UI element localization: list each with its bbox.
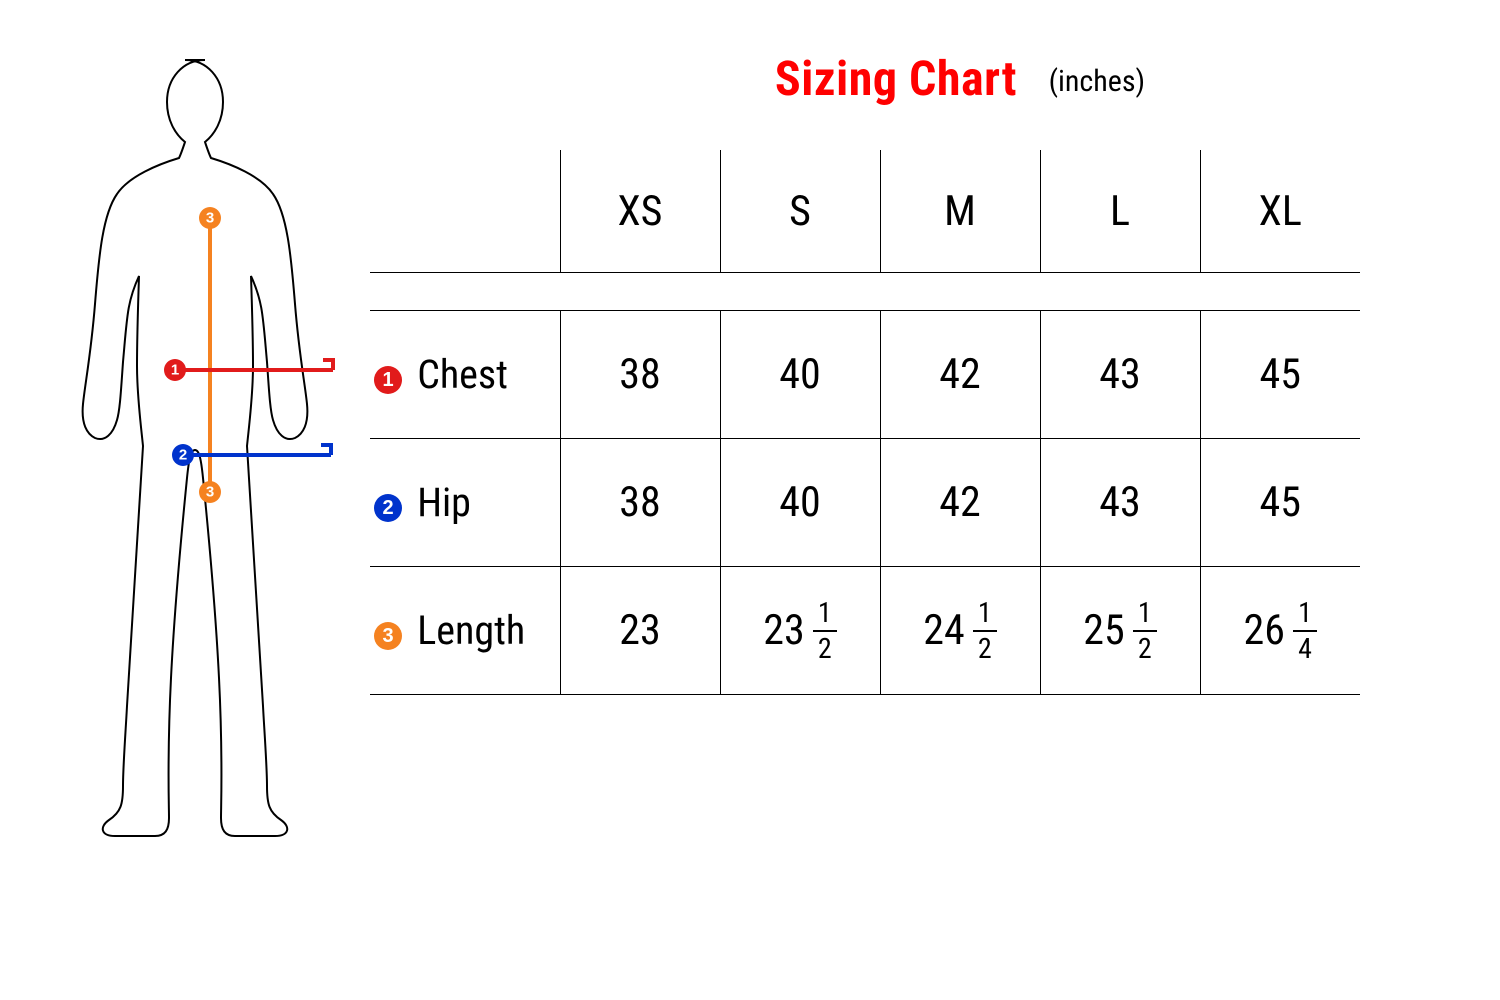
header-l: L: [1040, 150, 1200, 273]
title-text: Sizing Chart: [775, 50, 1017, 107]
header-xs: XS: [560, 150, 720, 273]
header-s: S: [720, 150, 880, 273]
chest-marker-icon: 1: [374, 366, 402, 394]
chest-label: Chest: [417, 351, 508, 398]
length-m: 2412: [880, 567, 1040, 695]
length-l: 2512: [1040, 567, 1200, 695]
hip-marker-icon: 2: [374, 494, 402, 522]
chest-line: [175, 360, 333, 370]
length-label: Length: [417, 607, 525, 654]
hip-l: 43: [1040, 439, 1200, 567]
chest-xs: 38: [560, 311, 720, 439]
length-dot-top-num: 3: [206, 210, 214, 227]
length-dot-bot-num: 3: [206, 484, 214, 501]
row-chest: 1 Chest 38 40 42 43 45: [370, 311, 1360, 439]
body-figure: 1 2 3 3: [55, 40, 355, 940]
hip-label: Hip: [417, 479, 471, 526]
hip-xs: 38: [560, 439, 720, 567]
chest-l: 43: [1040, 311, 1200, 439]
length-marker-icon: 3: [374, 622, 402, 650]
row-hip: 2 Hip 38 40 42 43 45: [370, 439, 1360, 567]
chest-xl: 45: [1200, 311, 1360, 439]
chest-s: 40: [720, 311, 880, 439]
hip-xl: 45: [1200, 439, 1360, 567]
hip-m: 42: [880, 439, 1040, 567]
title: Sizing Chart (inches): [560, 50, 1360, 130]
hip-s: 40: [720, 439, 880, 567]
length-xl: 2614: [1200, 567, 1360, 695]
hip-line: [183, 445, 331, 455]
body-outline: [83, 60, 308, 836]
chest-m: 42: [880, 311, 1040, 439]
title-unit: (inches): [1049, 64, 1146, 99]
length-xs: 23: [560, 567, 720, 695]
hip-dot-num: 2: [179, 447, 187, 464]
header-blank: [370, 150, 560, 273]
length-s: 2312: [720, 567, 880, 695]
row-length: 3 Length 23 2312 2412 2512 2614: [370, 567, 1360, 695]
header-xl: XL: [1200, 150, 1360, 273]
header-m: M: [880, 150, 1040, 273]
chest-dot-num: 1: [171, 362, 179, 379]
size-table: XS S M L XL 1 Chest 38 40 42 43 45 2: [370, 150, 1360, 695]
